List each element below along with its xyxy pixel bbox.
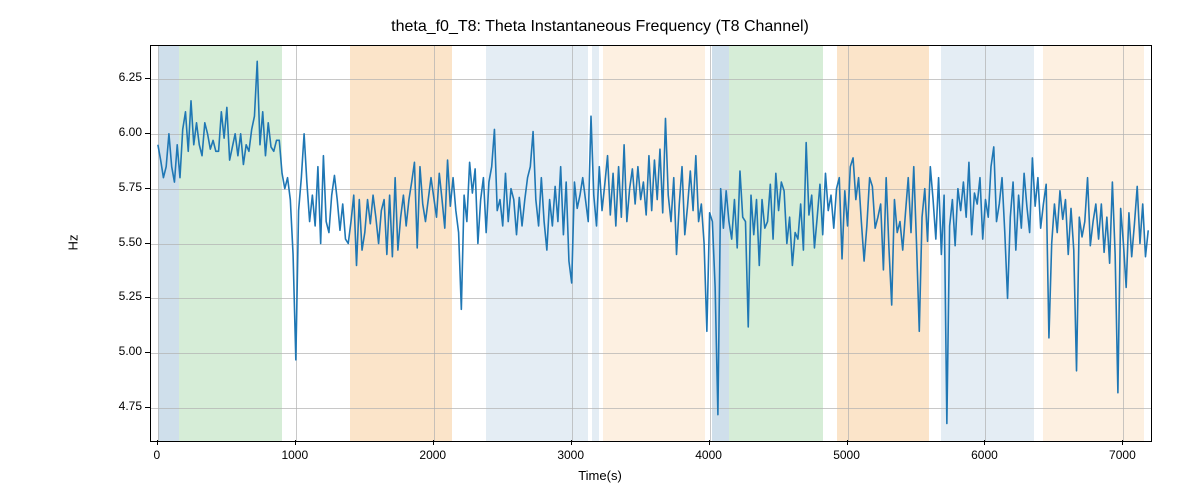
chart-title: theta_f0_T8: Theta Instantaneous Frequen… <box>0 18 1200 36</box>
y-tick <box>145 78 150 79</box>
y-axis-label: Hz <box>65 234 80 250</box>
y-tick-label: 5.50 <box>92 235 142 249</box>
line-series <box>151 46 1151 441</box>
chart-container: theta_f0_T8: Theta Instantaneous Frequen… <box>0 0 1200 500</box>
y-tick <box>145 133 150 134</box>
x-tick-label: 3000 <box>541 448 601 462</box>
y-tick-label: 6.00 <box>92 125 142 139</box>
x-tick-label: 5000 <box>817 448 877 462</box>
plot-area <box>150 45 1152 442</box>
x-tick-label: 6000 <box>954 448 1014 462</box>
y-tick-label: 6.25 <box>92 70 142 84</box>
x-tick-label: 0 <box>127 448 187 462</box>
x-tick-label: 2000 <box>403 448 463 462</box>
y-tick-label: 5.00 <box>92 344 142 358</box>
y-tick-label: 5.25 <box>92 289 142 303</box>
y-tick <box>145 407 150 408</box>
y-tick <box>145 243 150 244</box>
y-tick-label: 5.75 <box>92 180 142 194</box>
x-tick-label: 7000 <box>1092 448 1152 462</box>
x-tick-label: 1000 <box>265 448 325 462</box>
y-tick-label: 4.75 <box>92 399 142 413</box>
y-tick <box>145 352 150 353</box>
series-line <box>158 61 1148 423</box>
x-tick-label: 4000 <box>679 448 739 462</box>
x-axis-label: Time(s) <box>0 468 1200 483</box>
y-tick <box>145 188 150 189</box>
y-tick <box>145 297 150 298</box>
